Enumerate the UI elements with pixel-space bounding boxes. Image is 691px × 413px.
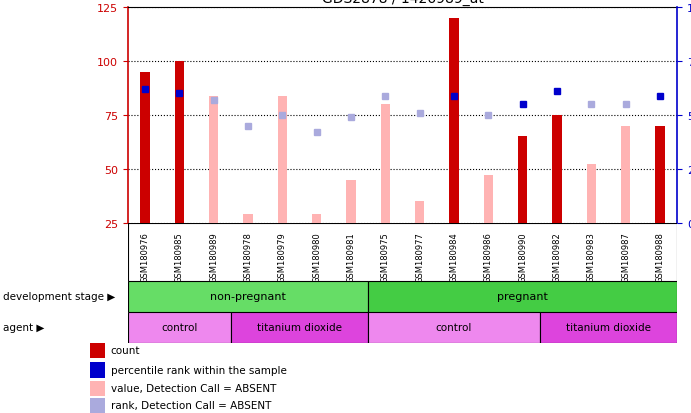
Text: GSM180983: GSM180983 bbox=[587, 232, 596, 282]
Text: non-pregnant: non-pregnant bbox=[210, 291, 286, 301]
Bar bbox=[209, 96, 218, 223]
Text: GSM180979: GSM180979 bbox=[278, 232, 287, 282]
Bar bbox=[587, 165, 596, 223]
Bar bbox=[552, 116, 562, 223]
Text: GSM180986: GSM180986 bbox=[484, 232, 493, 282]
Bar bbox=[128, 312, 231, 343]
Text: rank, Detection Call = ABSENT: rank, Detection Call = ABSENT bbox=[111, 400, 271, 410]
Text: value, Detection Call = ABSENT: value, Detection Call = ABSENT bbox=[111, 383, 276, 394]
Text: agent ▶: agent ▶ bbox=[3, 322, 45, 332]
Bar bbox=[368, 312, 540, 343]
Text: GSM180989: GSM180989 bbox=[209, 232, 218, 282]
Text: GSM180985: GSM180985 bbox=[175, 232, 184, 282]
Text: GSM180990: GSM180990 bbox=[518, 232, 527, 282]
Text: development stage ▶: development stage ▶ bbox=[3, 291, 115, 301]
Bar bbox=[518, 137, 527, 223]
Title: GDS2878 / 1426989_at: GDS2878 / 1426989_at bbox=[321, 0, 484, 6]
Bar bbox=[90, 343, 105, 358]
Text: titanium dioxide: titanium dioxide bbox=[566, 322, 651, 332]
Bar bbox=[278, 96, 287, 223]
Bar bbox=[540, 312, 677, 343]
Bar bbox=[621, 126, 630, 223]
Bar bbox=[312, 214, 321, 223]
Text: GSM180975: GSM180975 bbox=[381, 232, 390, 282]
Text: GSM180988: GSM180988 bbox=[656, 232, 665, 282]
Bar bbox=[140, 73, 150, 223]
Text: pregnant: pregnant bbox=[498, 291, 548, 301]
Text: GSM180977: GSM180977 bbox=[415, 232, 424, 282]
Bar bbox=[415, 202, 424, 223]
Bar bbox=[346, 180, 356, 223]
Text: control: control bbox=[161, 322, 198, 332]
Bar bbox=[484, 176, 493, 223]
Text: count: count bbox=[111, 346, 140, 356]
Text: titanium dioxide: titanium dioxide bbox=[257, 322, 342, 332]
Bar bbox=[449, 19, 459, 223]
Bar bbox=[175, 62, 184, 223]
Text: GSM180981: GSM180981 bbox=[346, 232, 355, 282]
Bar bbox=[368, 281, 677, 312]
Text: GSM180980: GSM180980 bbox=[312, 232, 321, 282]
Bar bbox=[655, 126, 665, 223]
Text: GSM180982: GSM180982 bbox=[553, 232, 562, 282]
Text: GSM180984: GSM180984 bbox=[450, 232, 459, 282]
Bar bbox=[90, 381, 105, 396]
Text: percentile rank within the sample: percentile rank within the sample bbox=[111, 365, 287, 375]
Bar bbox=[231, 312, 368, 343]
Bar bbox=[128, 281, 368, 312]
Bar bbox=[381, 105, 390, 223]
Bar bbox=[90, 398, 105, 413]
Text: GSM180978: GSM180978 bbox=[243, 232, 252, 282]
Text: GSM180987: GSM180987 bbox=[621, 232, 630, 282]
Text: GSM180976: GSM180976 bbox=[140, 232, 149, 282]
Text: control: control bbox=[436, 322, 472, 332]
Bar bbox=[90, 363, 105, 378]
Bar bbox=[243, 214, 253, 223]
